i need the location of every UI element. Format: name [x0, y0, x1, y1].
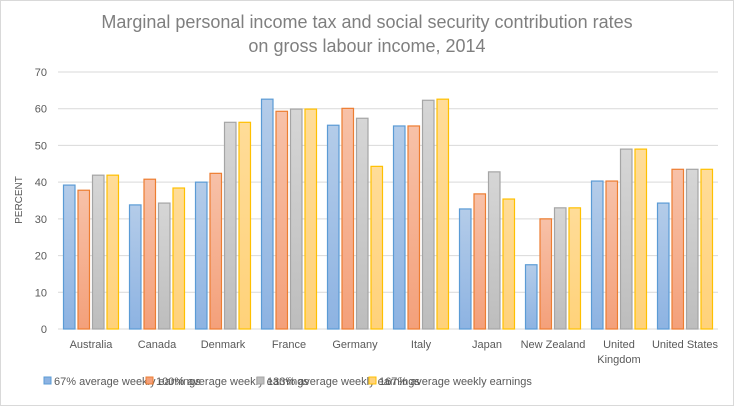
x-tick-label: Kingdom — [597, 354, 640, 366]
bar-germany-series-3 — [355, 117, 369, 330]
bar-new-zealand-series-4 — [568, 207, 582, 330]
bar-united-kingdom-series-1 — [590, 180, 604, 330]
bar-united-kingdom-series-3 — [619, 148, 633, 330]
bar-italy-series-1 — [392, 125, 406, 330]
legend-label: 100% average weekly earnings — [156, 376, 309, 388]
bar-united-states-series-2 — [671, 168, 685, 330]
legend-label: 167% average weekly earnings — [379, 376, 532, 388]
bar-germany-series-1 — [326, 124, 340, 330]
x-tick-label: New Zealand — [521, 339, 586, 351]
bar-denmark-series-4 — [238, 121, 252, 330]
legend-swatch — [43, 376, 52, 385]
y-tick-label: 50 — [35, 140, 47, 152]
bar-italy-series-2 — [407, 125, 421, 330]
bar-australia-series-3 — [91, 174, 105, 330]
bar-canada-series-1 — [128, 204, 142, 330]
bar-united-states-series-4 — [700, 168, 714, 330]
bar-japan-series-4 — [502, 198, 516, 330]
bar-italy-series-3 — [421, 99, 435, 330]
legend-label: 67% average weekly earnings — [54, 376, 201, 388]
bar-denmark-series-1 — [194, 181, 208, 330]
bar-canada-series-2 — [143, 178, 157, 330]
y-tick-label: 30 — [35, 214, 47, 226]
bar-italy-series-4 — [436, 98, 450, 330]
bar-germany-series-2 — [341, 107, 355, 330]
bar-canada-series-4 — [172, 187, 186, 330]
chart-title-line-2: on gross labour income, 2014 — [248, 36, 485, 56]
x-tick-label: Australia — [70, 339, 114, 351]
bar-new-zealand-series-1 — [524, 264, 538, 330]
x-tick-label: United — [603, 339, 635, 351]
bar-australia-series-2 — [77, 189, 91, 330]
y-axis-label: PERCENT — [14, 176, 25, 224]
x-tick-label: United States — [652, 339, 719, 351]
legend-swatch — [368, 376, 377, 385]
legend-label: 133% average weekly earnings — [267, 376, 420, 388]
bar-united-kingdom-series-4 — [634, 148, 648, 330]
bar-new-zealand-series-3 — [553, 207, 567, 330]
bar-france-series-3 — [289, 108, 303, 330]
y-tick-label: 10 — [35, 287, 47, 299]
y-tick-label: 40 — [35, 177, 47, 189]
x-tick-label: Italy — [411, 339, 432, 351]
bar-france-series-4 — [304, 108, 318, 330]
bar-germany-series-4 — [370, 165, 384, 330]
legend-swatch — [256, 376, 265, 385]
x-tick-label: Germany — [332, 339, 378, 351]
x-tick-label: Japan — [472, 339, 502, 351]
bar-denmark-series-3 — [223, 121, 237, 330]
bar-japan-series-3 — [487, 171, 501, 330]
bar-australia-series-1 — [62, 184, 76, 330]
bar-japan-series-1 — [458, 208, 472, 330]
y-tick-label: 0 — [41, 324, 47, 336]
bar-australia-series-4 — [106, 174, 120, 330]
bar-france-series-1 — [260, 98, 274, 330]
y-tick-label: 20 — [35, 251, 47, 263]
legend-swatch — [145, 376, 154, 385]
y-tick-label: 70 — [35, 67, 47, 79]
y-tick-label: 60 — [35, 104, 47, 116]
bar-canada-series-3 — [157, 202, 171, 330]
bar-france-series-2 — [275, 110, 289, 330]
bar-japan-series-2 — [473, 193, 487, 330]
bar-denmark-series-2 — [209, 172, 223, 330]
bar-new-zealand-series-2 — [539, 218, 553, 330]
chart-title-line-1: Marginal personal income tax and social … — [101, 12, 632, 32]
bar-united-states-series-3 — [685, 168, 699, 330]
bar-united-kingdom-series-2 — [605, 180, 619, 330]
x-tick-label: France — [272, 339, 306, 351]
x-tick-label: Canada — [138, 339, 177, 351]
x-tick-label: Denmark — [201, 339, 246, 351]
bar-united-states-series-1 — [656, 202, 670, 330]
